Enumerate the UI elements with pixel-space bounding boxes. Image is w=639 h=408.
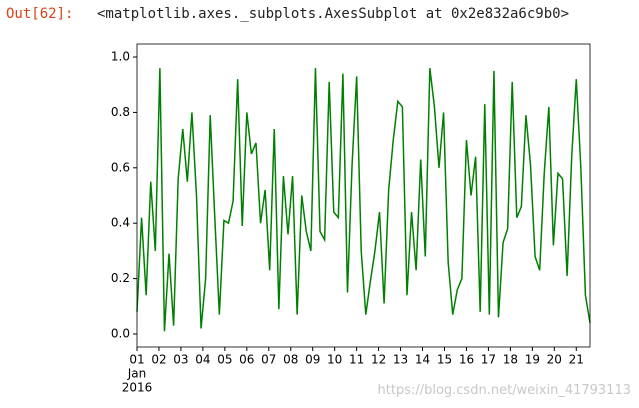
x-tick-label: 11 (349, 353, 364, 367)
x-tick-label: 21 (569, 353, 584, 367)
x-tick-label: 03 (173, 353, 188, 367)
x-tick-label: 20 (547, 353, 562, 367)
watermark: https://blog.csdn.net/weixin_41793113 (377, 383, 631, 398)
x-tick-label: 19 (525, 353, 540, 367)
x-tick-label: 09 (305, 353, 320, 367)
x-tick-label: 18 (503, 353, 518, 367)
x-tick-label: 14 (415, 353, 430, 367)
y-tick-label: 1.0 (111, 50, 130, 64)
x-tick-label: 02 (151, 353, 166, 367)
output-text: <matplotlib.axes._subplots.AxesSubplot a… (97, 6, 570, 22)
x-tick-label: 10 (327, 353, 342, 367)
x-tick-label: 01 (129, 353, 144, 367)
y-tick-label: 0.0 (111, 326, 130, 340)
y-tick-label: 0.6 (111, 160, 130, 174)
output-prompt: Out[62]: (6, 6, 74, 22)
x-tick-label: 06 (239, 353, 254, 367)
x-tick-label: 12 (371, 353, 386, 367)
axes-frame (136, 43, 591, 348)
x-tick-label: 15 (437, 353, 452, 367)
x-tick-label: 04 (195, 353, 210, 367)
x-tick-label: 08 (283, 353, 298, 367)
y-tick-label: 0.8 (111, 105, 130, 119)
x-tick-label: 13 (393, 353, 408, 367)
x-tick-label: 16 (459, 353, 474, 367)
x-month-label: Jan (127, 367, 147, 381)
x-tick-label: 05 (217, 353, 232, 367)
x-year-label: 2016 (122, 381, 153, 395)
y-tick-label: 0.2 (111, 271, 130, 285)
y-tick-label: 0.4 (111, 216, 130, 230)
x-tick-label: 07 (261, 353, 276, 367)
data-line (136, 68, 591, 332)
x-tick-label: 17 (481, 353, 496, 367)
